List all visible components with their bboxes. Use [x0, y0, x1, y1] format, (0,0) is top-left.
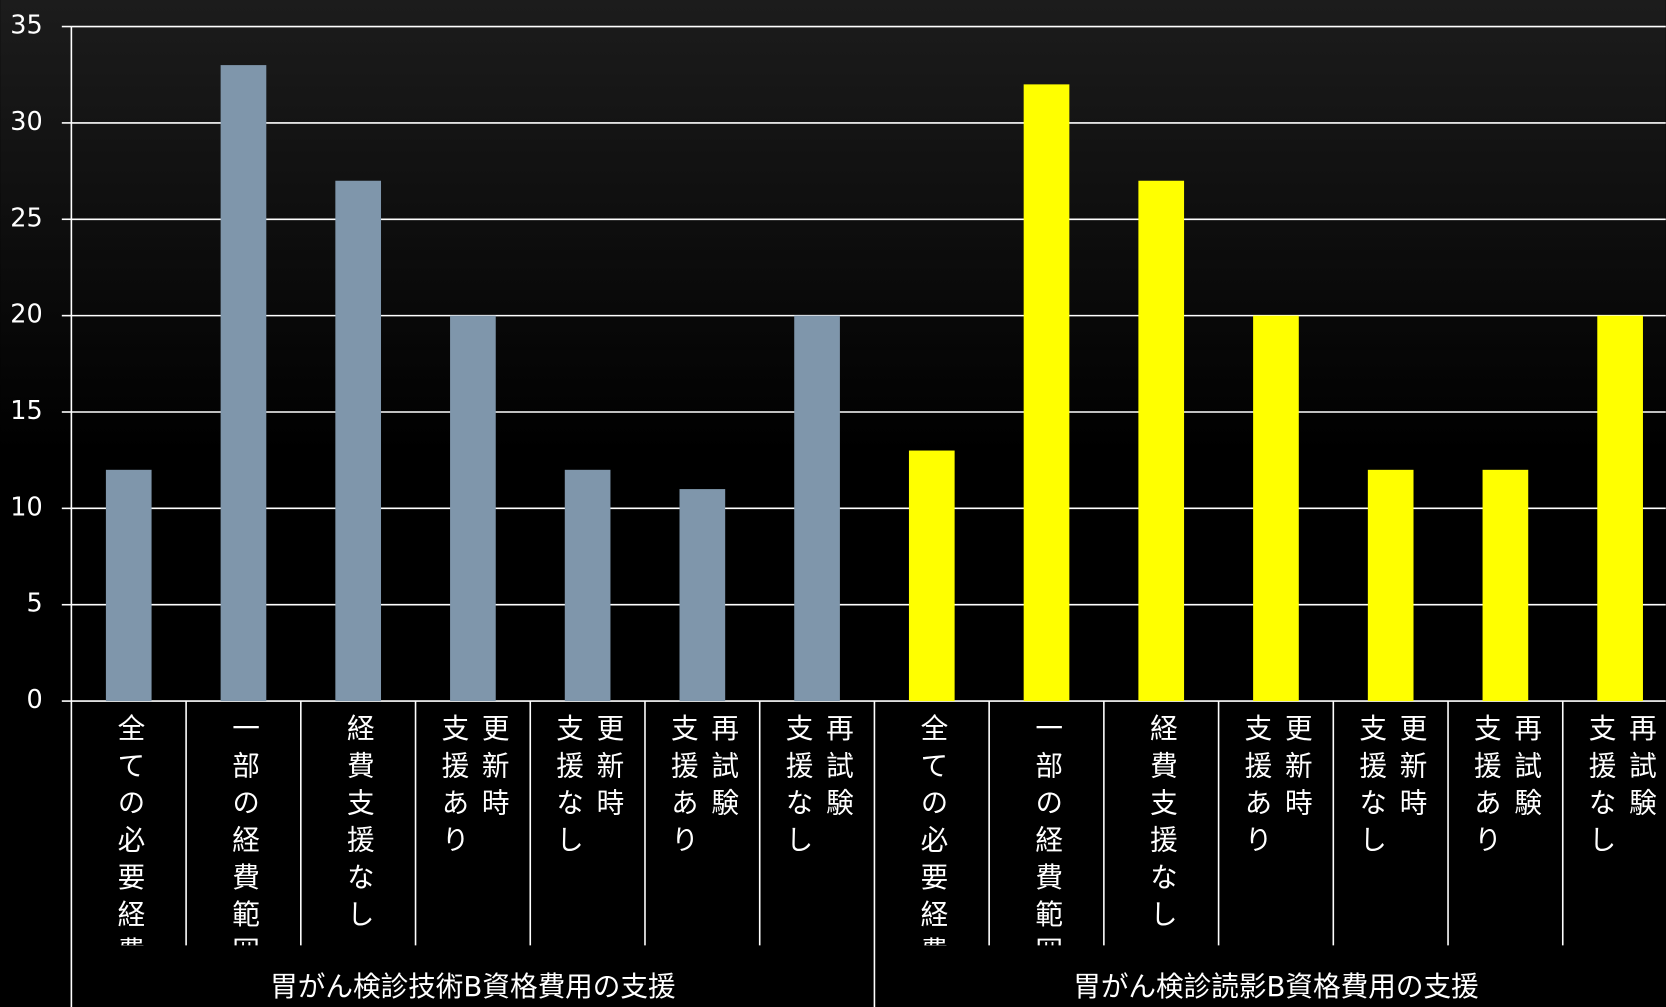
- x-tick-label-box: 経費支援なし: [1104, 714, 1219, 946]
- x-tick-label: 経費支援なし: [1145, 713, 1178, 937]
- bar: [908, 450, 955, 702]
- bar: [1023, 84, 1070, 702]
- x-tick-label-box: 全ての必要経費: [874, 714, 989, 946]
- bar: [450, 315, 496, 702]
- x-tick-label: 再試験 支援あり: [666, 713, 739, 863]
- y-tick-label: 10: [10, 492, 42, 522]
- x-tick-label-box: 一部の経費範囲: [186, 714, 301, 946]
- bar: [679, 489, 726, 702]
- y-tick-label: 25: [10, 203, 42, 233]
- bar: [1482, 469, 1529, 702]
- x-tick-label-wrap: 更新時 支援あり: [1219, 714, 1334, 946]
- x-tick-label-wrap: 更新時 支援なし: [530, 714, 645, 946]
- x-tick-label-box: 更新時 支援なし: [1333, 714, 1448, 946]
- x-tick-label-box: 全ての必要経費: [71, 714, 186, 946]
- x-tick-label-box: 再試験 支援あり: [645, 714, 760, 946]
- bar: [564, 469, 611, 702]
- x-tick-label-wrap: 一部の経費範囲: [989, 714, 1104, 946]
- x-tick-label-box: 再試験 支援なし: [760, 714, 875, 946]
- x-tick-label: 再試験 支援なし: [1584, 713, 1657, 863]
- x-tick-label-wrap: 経費支援なし: [301, 714, 416, 946]
- x-tick-label: 経費支援なし: [342, 713, 375, 937]
- bar: [335, 180, 382, 702]
- x-tick-label: 再試験 支援あり: [1469, 713, 1542, 863]
- x-tick-label-box: 経費支援なし: [301, 714, 416, 946]
- x-tick-label-wrap: 更新時 支援なし: [1333, 714, 1448, 946]
- group-label: 胃がん検診読影B資格費用の支援: [1073, 970, 1478, 1003]
- x-tick-label-box: 再試験 支援なし: [1563, 714, 1666, 946]
- x-tick-label-wrap: 再試験 支援なし: [1563, 714, 1666, 946]
- x-tick-label: 全ての必要経費: [112, 713, 145, 946]
- bar: [1138, 180, 1185, 702]
- x-tick-label-wrap: 再試験 支援あり: [1448, 714, 1563, 946]
- bar: [1367, 469, 1414, 702]
- bar: [1253, 315, 1299, 702]
- y-tick-label: 5: [26, 589, 42, 619]
- x-tick-label: 全ての必要経費: [915, 713, 948, 946]
- bar: [220, 65, 267, 702]
- x-tick-label: 更新時 支援あり: [436, 713, 510, 863]
- x-tick-label-wrap: 経費支援なし: [1104, 714, 1219, 946]
- bar: [105, 469, 152, 702]
- x-tick-label-box: 更新時 支援あり: [1219, 714, 1334, 946]
- x-tick-label-box: 更新時 支援あり: [416, 714, 531, 946]
- y-tick-label: 35: [10, 11, 42, 41]
- x-tick-label-wrap: 一部の経費範囲: [186, 714, 301, 946]
- x-tick-label-box: 一部の経費範囲: [989, 714, 1104, 946]
- x-tick-label-wrap: 再試験 支援あり: [645, 714, 760, 946]
- x-tick-label: 再試験 支援なし: [780, 713, 854, 863]
- x-tick-label-wrap: 全ての必要経費: [874, 714, 989, 946]
- x-tick-label: 更新時 支援なし: [551, 713, 624, 863]
- group-label: 胃がん検診技術B資格費用の支援: [270, 970, 675, 1003]
- bar: [794, 315, 840, 702]
- x-tick-label-wrap: 全ての必要経費: [71, 714, 186, 946]
- x-tick-label-wrap: 更新時 支援あり: [416, 714, 531, 946]
- x-tick-label-box: 更新時 支援なし: [530, 714, 645, 946]
- x-tick-label: 更新時 支援あり: [1239, 713, 1313, 863]
- x-tick-label: 一部の経費範囲: [227, 713, 260, 946]
- y-tick-label: 0: [26, 685, 42, 715]
- y-tick-label: 15: [10, 396, 42, 426]
- bar: [1597, 315, 1643, 702]
- x-tick-label-box: 再試験 支援あり: [1448, 714, 1563, 946]
- x-tick-label: 更新時 支援なし: [1354, 713, 1427, 863]
- y-tick-label: 20: [10, 300, 42, 330]
- y-tick-label: 30: [10, 107, 42, 137]
- x-tick-label-wrap: 再試験 支援なし: [760, 714, 875, 946]
- x-tick-label: 一部の経費範囲: [1030, 713, 1063, 946]
